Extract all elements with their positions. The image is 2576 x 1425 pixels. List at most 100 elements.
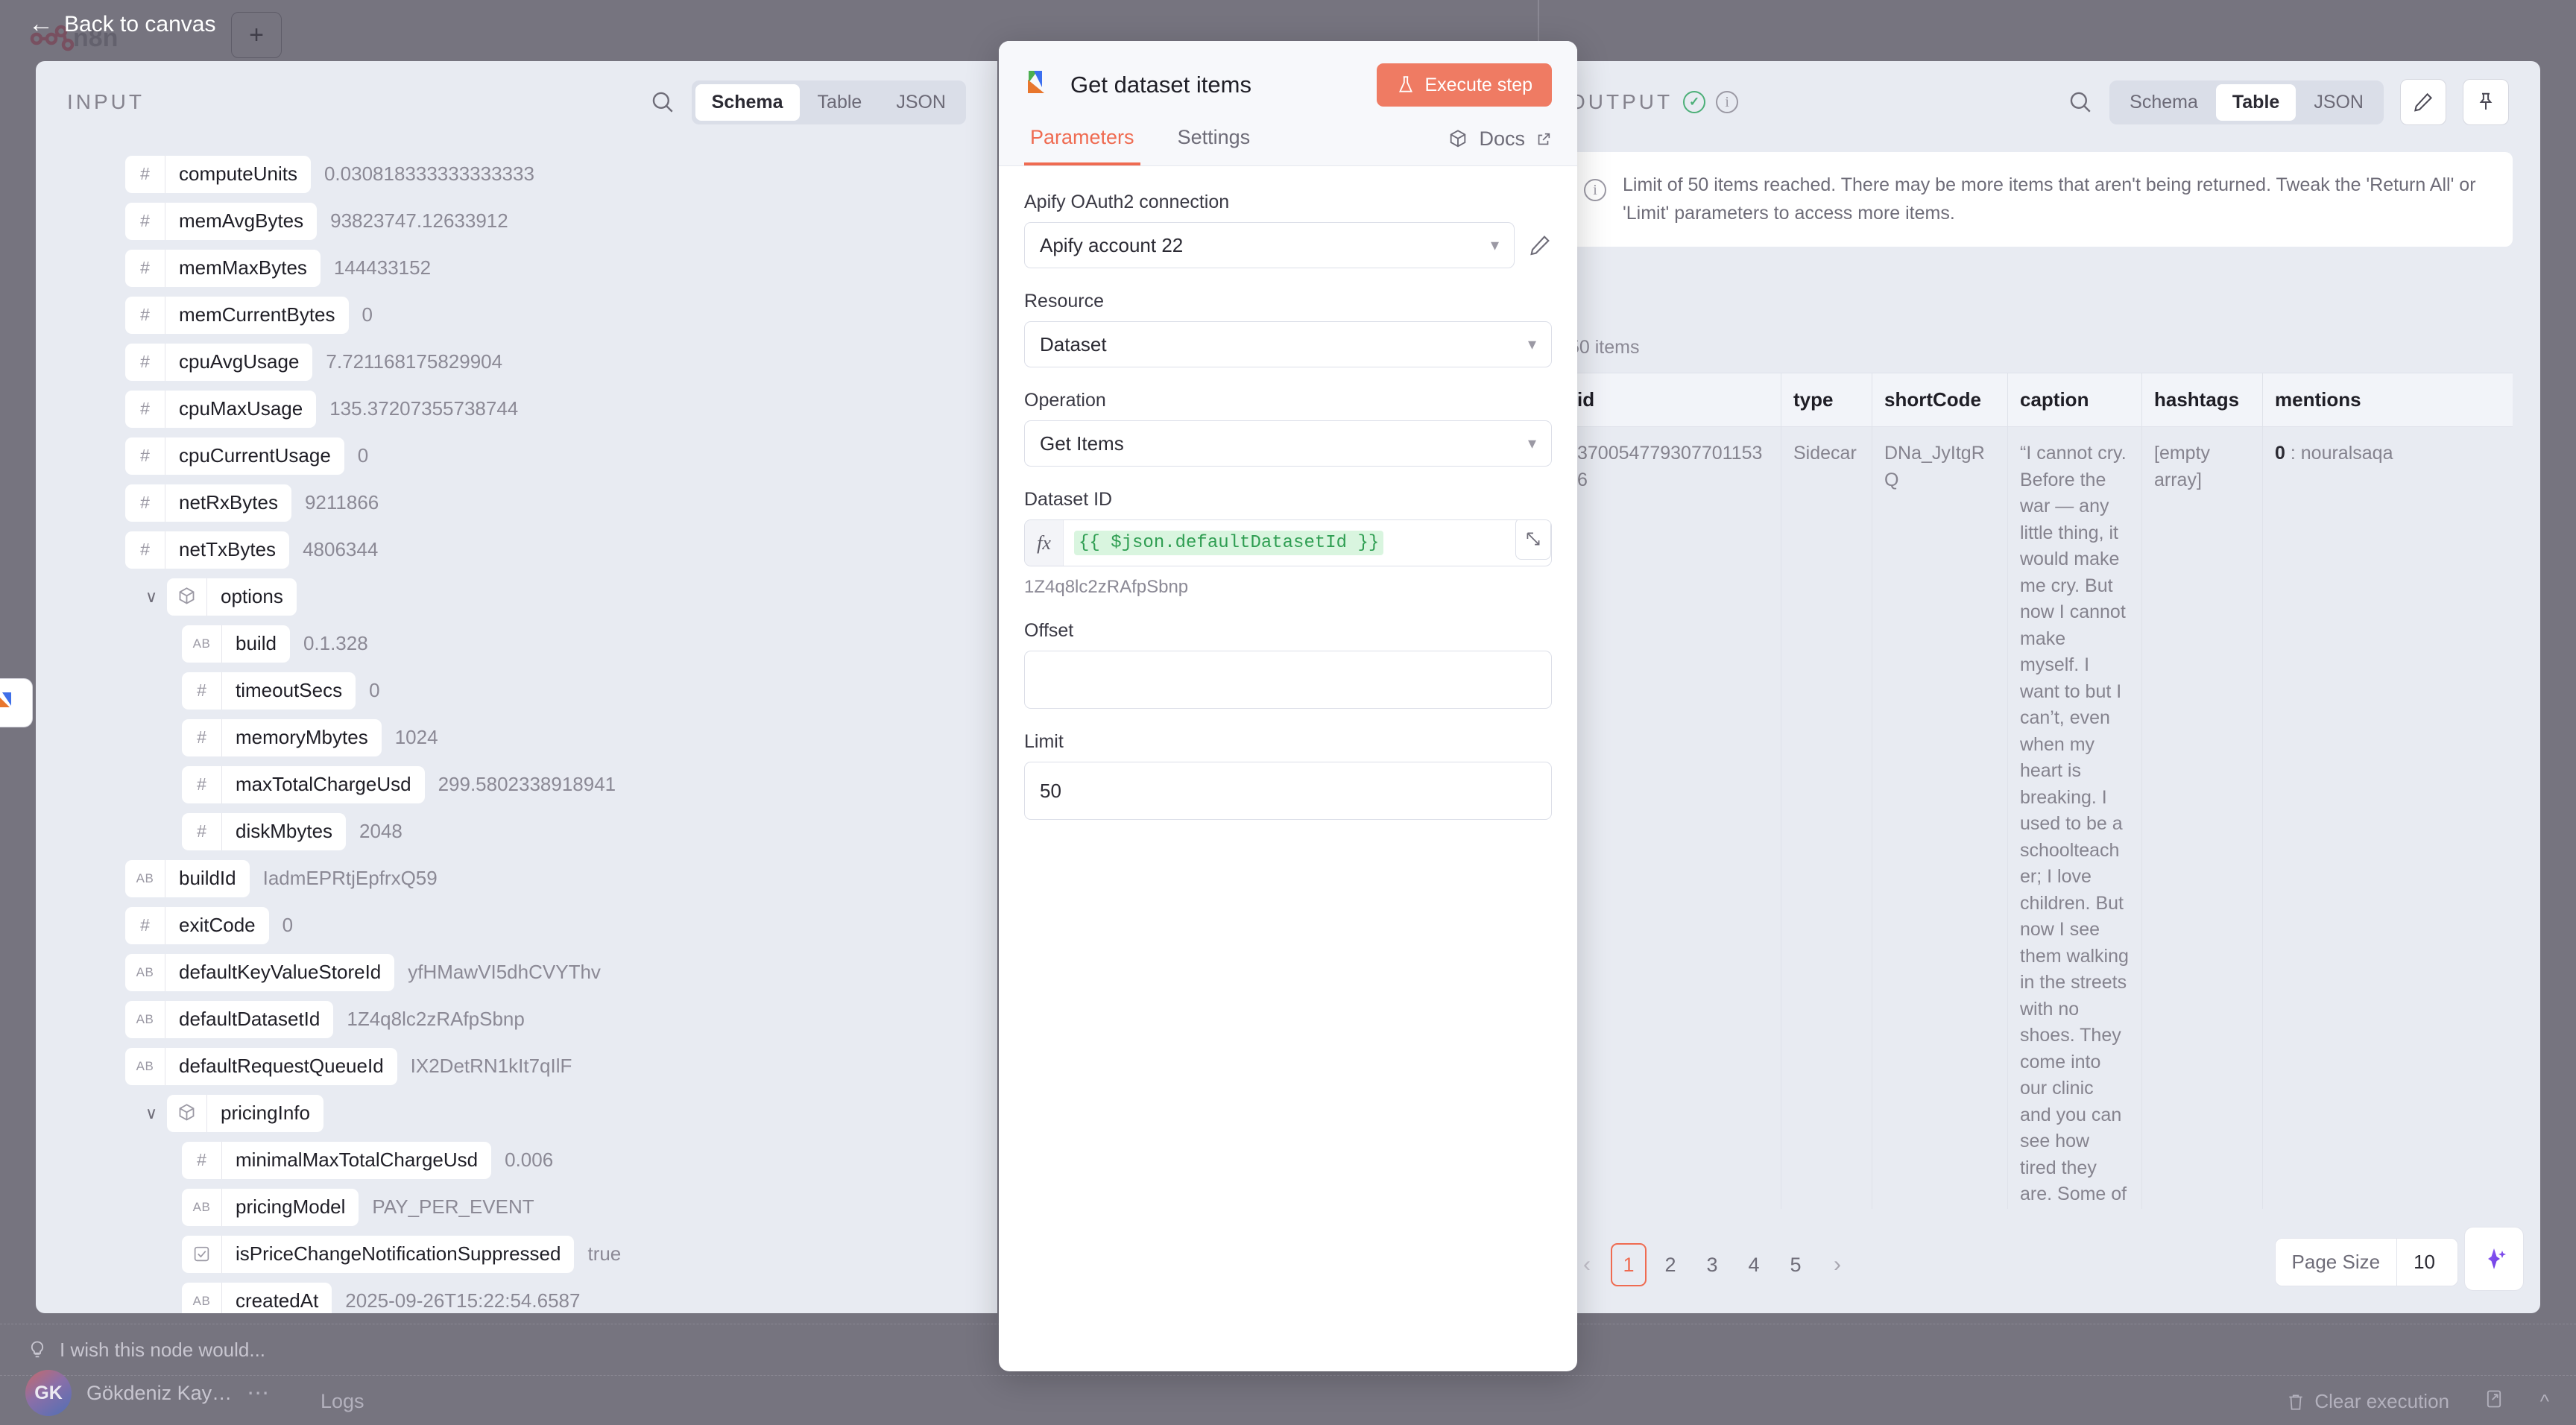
- offset-input[interactable]: [1024, 651, 1552, 709]
- schema-row-computeUnits[interactable]: # computeUnits 0.030818333333333333: [36, 151, 997, 198]
- schema-row-memMaxBytes[interactable]: # memMaxBytes 144433152: [36, 244, 997, 291]
- schema-row-options[interactable]: ∨ options: [36, 573, 997, 620]
- schema-key-pill: options: [167, 578, 297, 616]
- pagination-page-2[interactable]: 2: [1664, 1253, 1676, 1276]
- execute-step-button[interactable]: Execute step: [1377, 63, 1552, 107]
- schema-row-defaultKeyValueStoreId[interactable]: AB defaultKeyValueStoreId yfHMawVI5dhCVYTh…: [36, 949, 997, 996]
- expand-expression-button[interactable]: [1515, 520, 1551, 560]
- search-icon[interactable]: [650, 89, 675, 115]
- column-header-shortcode[interactable]: shortCode: [1872, 373, 2008, 427]
- schema-row-cpuMaxUsage[interactable]: # cpuMaxUsage 135.37207355738744: [36, 385, 997, 432]
- schema-key-name: defaultKeyValueStoreId: [179, 961, 382, 983]
- schema-row-cpuCurrentUsage[interactable]: # cpuCurrentUsage 0: [36, 432, 997, 479]
- clear-execution-label: Clear execution: [2314, 1390, 2449, 1412]
- apify-node-icon[interactable]: [0, 678, 33, 727]
- credential-select[interactable]: Apify account 22 ▾: [1024, 222, 1515, 268]
- number-type-icon: #: [182, 765, 222, 803]
- table-row[interactable]: 3700547793077011536 Sidecar DNa_JyItgRQ …: [1565, 426, 2513, 1209]
- column-header-type[interactable]: type: [1781, 373, 1872, 427]
- popout-button[interactable]: [2484, 1388, 2504, 1413]
- schema-row-defaultDatasetId[interactable]: AB defaultDatasetId 1Z4q8lc2zRAfpSbnp: [36, 996, 997, 1043]
- input-view-table[interactable]: Table: [817, 91, 862, 113]
- string-type-icon: AB: [125, 1000, 165, 1038]
- schema-row-exitCode[interactable]: # exitCode 0: [36, 902, 997, 949]
- schema-row-maxTotalChargeUsd[interactable]: # maxTotalChargeUsd 299.5802338918941: [36, 761, 997, 808]
- schema-key-pill: # netRxBytes: [125, 484, 291, 522]
- output-view-table[interactable]: Table: [2215, 83, 2296, 121]
- input-view-schema[interactable]: Schema: [695, 83, 800, 121]
- schema-key-pill: AB build: [182, 625, 290, 663]
- cube-icon: [167, 578, 207, 616]
- input-view-json[interactable]: JSON: [896, 91, 946, 113]
- schema-value: IadmEPRtjEpfrxQ59: [262, 867, 438, 889]
- schema-row-pricingModel[interactable]: AB pricingModel PAY_PER_EVENT: [36, 1184, 997, 1230]
- schema-row-timeoutSecs[interactable]: # timeoutSecs 0: [36, 667, 997, 714]
- pagination-page-3[interactable]: 3: [1706, 1253, 1718, 1276]
- schema-row-defaultRequestQueueId[interactable]: AB defaultRequestQueueId IX2DetRN1kIt7qIlF: [36, 1043, 997, 1090]
- back-to-canvas-link[interactable]: ← Back to canvas: [28, 11, 215, 37]
- column-header-hashtags[interactable]: hashtags: [2141, 373, 2263, 427]
- schema-row-memAvgBytes[interactable]: # memAvgBytes 93823747.12633912: [36, 198, 997, 244]
- tab-parameters[interactable]: Parameters: [1024, 126, 1140, 165]
- schema-row-diskMbytes[interactable]: # diskMbytes 2048: [36, 808, 997, 855]
- schema-value: 0.006: [505, 1148, 554, 1171]
- edit-credential-button[interactable]: [1528, 233, 1552, 257]
- string-type-icon: AB: [125, 953, 165, 991]
- pagination-prev[interactable]: ‹: [1583, 1252, 1591, 1277]
- output-view-mode-toggle[interactable]: Schema Table JSON: [2109, 80, 2384, 124]
- page-size-selector[interactable]: Page Size 10: [2274, 1238, 2458, 1286]
- schema-row-createdAt[interactable]: AB createdAt 2025-09-26T15:22:54.6587: [36, 1277, 997, 1313]
- schema-row-netTxBytes[interactable]: # netTxBytes 4806344: [36, 526, 997, 573]
- logs-label[interactable]: Logs: [321, 1390, 364, 1412]
- page-size-value[interactable]: 10: [2397, 1239, 2457, 1286]
- operation-select[interactable]: Get Items ▾: [1024, 420, 1552, 467]
- chevron-down-icon: ▾: [1527, 434, 1536, 452]
- string-type-icon: AB: [125, 1047, 165, 1085]
- docs-link[interactable]: Docs: [1448, 127, 1552, 164]
- input-view-mode-toggle[interactable]: Schema Table JSON: [691, 80, 966, 124]
- edit-output-button[interactable]: [2400, 79, 2446, 125]
- schema-value: 1Z4q8lc2zRAfpSbnp: [347, 1008, 525, 1030]
- resource-select[interactable]: Dataset ▾: [1024, 321, 1552, 367]
- info-circle-icon[interactable]: i: [1716, 91, 1739, 113]
- schema-key-pill: # netTxBytes: [125, 531, 290, 569]
- column-header-id[interactable]: id: [1565, 373, 1781, 427]
- pagination-page-5[interactable]: 5: [1790, 1253, 1802, 1276]
- tab-settings[interactable]: Settings: [1177, 126, 1251, 148]
- schema-row-pricingInfo[interactable]: ∨ pricingInfo: [36, 1090, 997, 1137]
- bottom-bar: [0, 1376, 2576, 1425]
- pin-output-button[interactable]: [2463, 79, 2509, 125]
- ai-assistant-button[interactable]: [2464, 1227, 2524, 1291]
- collapse-logs-button[interactable]: ^: [2540, 1390, 2549, 1413]
- clear-execution-button[interactable]: Clear execution: [2286, 1390, 2449, 1413]
- schema-key-pill: AB pricingModel: [182, 1188, 359, 1226]
- ellipsis-icon[interactable]: ⋯: [247, 1380, 272, 1406]
- search-icon[interactable]: [2068, 89, 2093, 115]
- schema-row-netRxBytes[interactable]: # netRxBytes 9211866: [36, 479, 997, 526]
- string-type-icon: AB: [182, 625, 222, 663]
- schema-row-memCurrentBytes[interactable]: # memCurrentBytes 0: [36, 291, 997, 338]
- pagination-page-1[interactable]: 1: [1611, 1243, 1647, 1286]
- schema-row-build[interactable]: AB build 0.1.328: [36, 620, 997, 667]
- schema-row-minimalMaxTotalChargeUsd[interactable]: # minimalMaxTotalChargeUsd 0.006: [36, 1137, 997, 1184]
- add-tab-button[interactable]: +: [231, 12, 282, 58]
- chevron-down-icon[interactable]: ∨: [145, 587, 158, 606]
- chevron-up-icon: ^: [2539, 1390, 2549, 1412]
- output-view-json[interactable]: JSON: [2314, 91, 2364, 113]
- cell-caption: “I cannot cry. Before the war — any litt…: [2007, 426, 2142, 1209]
- pagination-next[interactable]: ›: [1834, 1252, 1841, 1277]
- limit-input[interactable]: 50: [1024, 762, 1552, 820]
- column-header-mentions[interactable]: mentions: [2262, 373, 2513, 427]
- chevron-down-icon[interactable]: ∨: [145, 1103, 158, 1122]
- schema-row-buildId[interactable]: AB buildId IadmEPRtjEpfrxQ59: [36, 855, 997, 902]
- dataset-id-expression-input[interactable]: fx {{ $json.defaultDatasetId }}: [1024, 519, 1552, 566]
- output-view-schema[interactable]: Schema: [2130, 91, 2198, 113]
- schema-row-cpuAvgUsage[interactable]: # cpuAvgUsage 7.721168175829904: [36, 338, 997, 385]
- user-chip[interactable]: GK Gökdeniz Kay… ⋯: [25, 1370, 271, 1416]
- schema-row-memoryMbytes[interactable]: # memoryMbytes 1024: [36, 714, 997, 761]
- column-header-caption[interactable]: caption: [2007, 373, 2142, 427]
- user-name: Gökdeniz Kay…: [86, 1381, 233, 1404]
- schema-row-isPriceChangeNotificationSuppressed[interactable]: isPriceChangeNotificationSuppressed true: [36, 1230, 997, 1277]
- schema-key-pill: # timeoutSecs: [182, 672, 356, 710]
- pagination-page-4[interactable]: 4: [1748, 1253, 1760, 1276]
